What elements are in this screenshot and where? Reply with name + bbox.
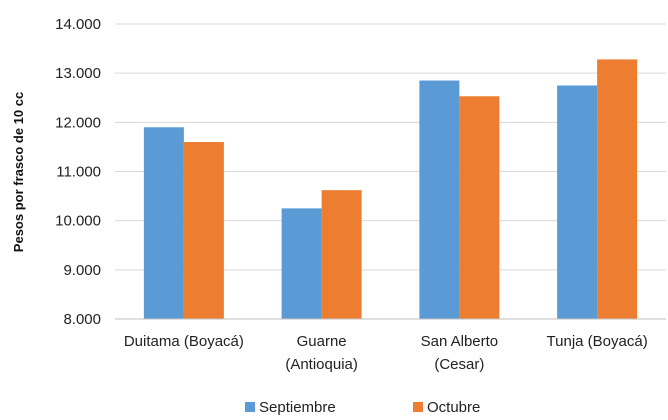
x-category-label: San Alberto <box>421 333 499 350</box>
bar-octubre-3 <box>597 59 638 320</box>
bar-octubre-1 <box>321 190 362 319</box>
y-axis-tick-labels: 8.000 9.000 10.000 11.000 12.000 13.000 14.000 <box>55 16 101 328</box>
bar-septiembre-3 <box>557 85 598 319</box>
x-category-label: Guarne <box>297 333 347 350</box>
bar-octubre-0 <box>183 142 224 319</box>
x-category-label: (Antioquia) <box>285 356 358 373</box>
y-tick-label: 13.000 <box>55 65 101 82</box>
y-tick-label: 10.000 <box>55 213 101 230</box>
y-tick-label: 11.000 <box>56 164 101 181</box>
bar-septiembre-1 <box>281 208 322 319</box>
bars <box>143 59 638 320</box>
x-category-label: Tunja (Boyacá) <box>547 333 648 350</box>
legend-swatch-septiembre <box>245 402 255 412</box>
bar-octubre-2 <box>459 96 500 320</box>
legend: Septiembre Octubre <box>245 399 480 416</box>
legend-label-septiembre: Septiembre <box>259 399 336 416</box>
y-tick-label: 14.000 <box>55 16 101 33</box>
legend-label-octubre: Octubre <box>427 399 480 416</box>
y-tick-label: 9.000 <box>63 262 101 279</box>
bar-septiembre-2 <box>419 80 460 320</box>
y-tick-label: 12.000 <box>55 114 101 131</box>
y-axis-label: Pesos por frasco de 10 cc <box>11 92 26 252</box>
x-axis-category-labels: Duitama (Boyacá) Guarne (Antioquia) San Alb… <box>124 333 648 373</box>
x-category-label: (Cesar) <box>434 356 484 373</box>
y-tick-label: 8.000 <box>63 311 101 328</box>
legend-swatch-octubre <box>413 402 423 412</box>
bar-septiembre-0 <box>143 127 184 319</box>
x-category-label: Duitama (Boyacá) <box>124 333 244 350</box>
